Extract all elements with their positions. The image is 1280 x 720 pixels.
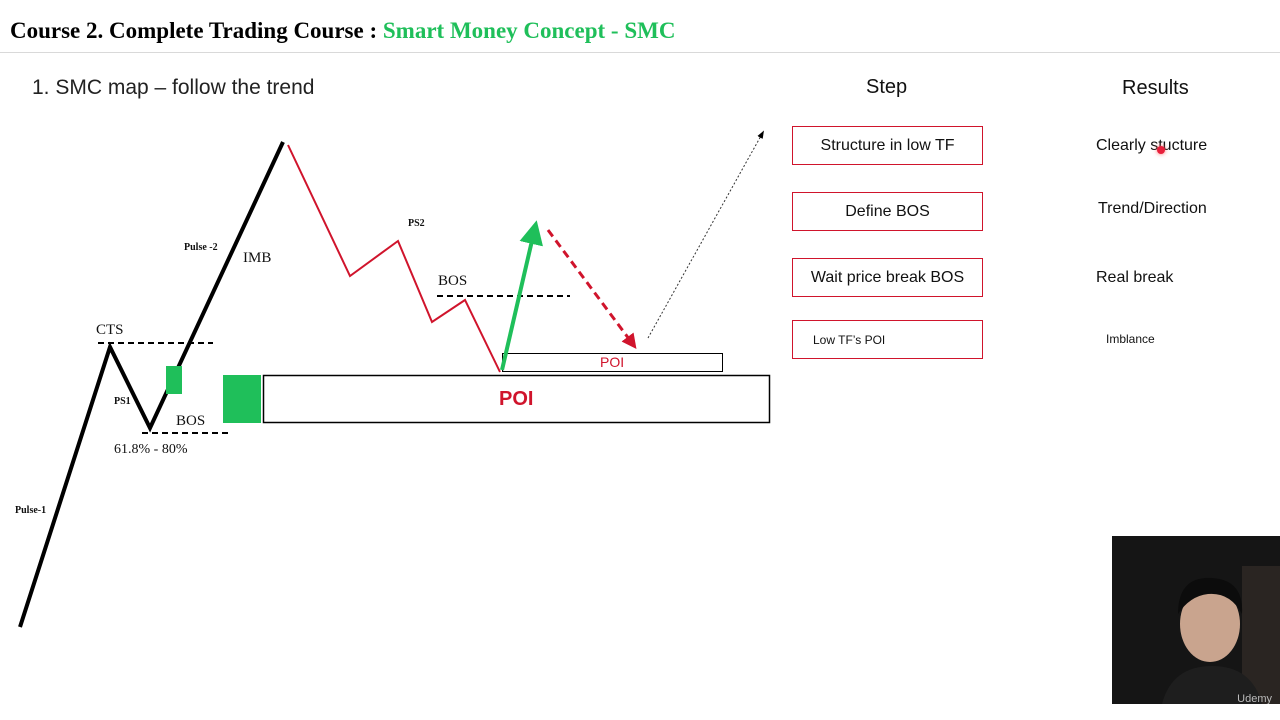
result-item: Real break (1096, 269, 1174, 286)
udemy-watermark: Udemy (1237, 693, 1272, 704)
smc-diagram (18, 130, 771, 628)
result-item: Trend/Direction (1098, 200, 1207, 217)
step-box: Wait price break BOS (792, 258, 983, 297)
cursor-pointer-dot (1157, 146, 1165, 154)
results-header: Results (1122, 77, 1189, 99)
label-pulse1: Pulse-1 (15, 505, 47, 516)
bullish-reaction-arrow (500, 220, 543, 371)
step-label: Low TF’s POI (813, 332, 886, 347)
label-fib-range: 61.8% - 80% (114, 442, 188, 457)
label-poi-small: POI (600, 354, 625, 370)
label-cts: CTS (96, 322, 124, 338)
order-block (223, 375, 261, 423)
poi-zone (262, 374, 771, 424)
slide-subtitle: 1. SMC map – follow the trend (32, 76, 315, 99)
step-label: Structure in low TF (820, 136, 955, 154)
step-box: Low TF’s POI (792, 320, 983, 359)
imbalance-block-small (166, 366, 182, 394)
divider (0, 52, 1280, 53)
step-box: Define BOS (792, 192, 983, 231)
step-header: Step (866, 76, 908, 98)
instructor-avatar (1112, 536, 1280, 704)
bullish-structure-line (18, 141, 285, 628)
label-bos-1: BOS (176, 413, 206, 429)
instructor-webcam: Udemy (1112, 536, 1280, 704)
result-item: Clearly stucture (1096, 137, 1208, 154)
step-label: Define BOS (845, 202, 930, 220)
continuation-arrow (647, 130, 764, 339)
bearish-pullback-line (287, 144, 501, 373)
label-ps1: PS1 (114, 396, 131, 407)
label-imb: IMB (243, 250, 272, 266)
retest-arrow (546, 229, 637, 350)
course-title: Course 2. Complete Trading Course : Smar… (10, 18, 675, 44)
label-ps2: PS2 (408, 218, 425, 229)
label-pulse2: Pulse -2 (184, 242, 218, 253)
result-item: Imblance (1106, 332, 1155, 346)
step-label: Wait price break BOS (810, 268, 965, 286)
title-highlight: Smart Money Concept - SMC (382, 18, 676, 43)
step-box: Structure in low TF (792, 126, 983, 165)
label-bos-2: BOS (438, 273, 468, 289)
label-poi-main: POI (499, 388, 534, 410)
title-prefix: Course 2. Complete Trading Course : (10, 18, 383, 43)
